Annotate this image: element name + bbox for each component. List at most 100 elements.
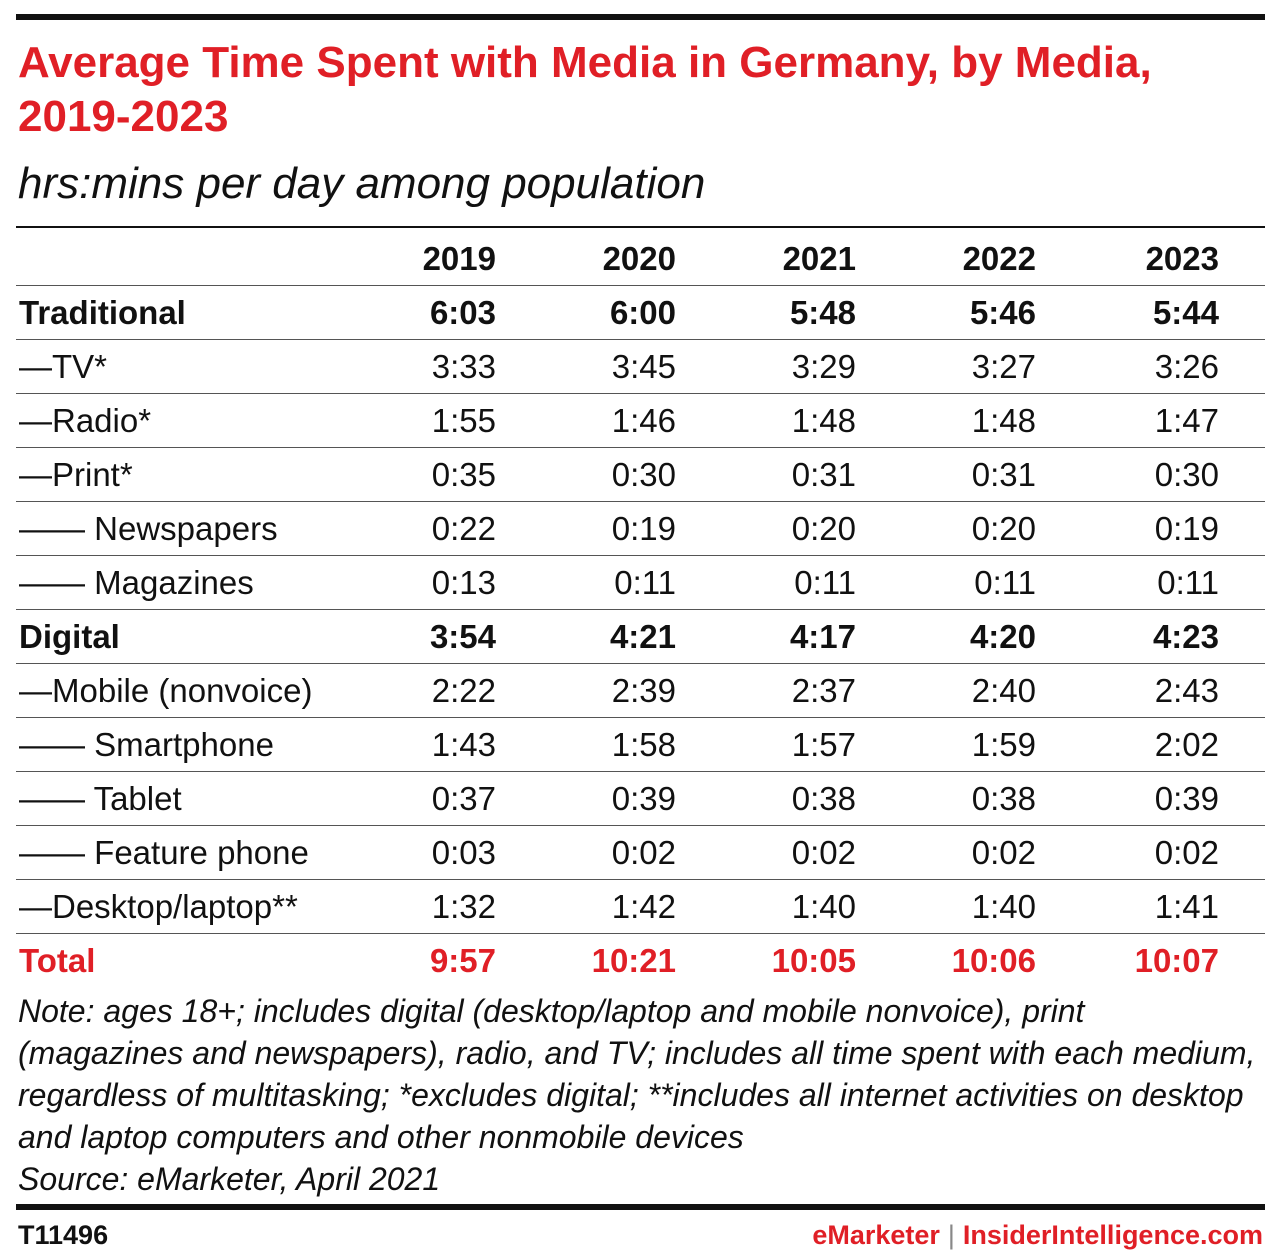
cell-value: 6:03	[429, 293, 496, 331]
cell-value: 2:37	[791, 671, 856, 709]
cell-value: 1:40	[971, 887, 1036, 925]
cell-value: 3:27	[971, 347, 1036, 385]
cell-value: 0:19	[1154, 509, 1219, 547]
cell-value: 10:06	[951, 941, 1036, 979]
cell-value: 0:39	[1154, 779, 1219, 817]
cell-value: 3:45	[611, 347, 676, 385]
cell-value: 0:03	[431, 833, 496, 871]
row-label: —TV*	[19, 347, 108, 385]
brand-block: eMarketer | InsiderIntelligence.com	[812, 1220, 1263, 1251]
cell-value: 1:55	[431, 401, 496, 439]
notes-block: Note: ages 18+; includes digital (deskto…	[18, 990, 1258, 1200]
cell-value: 1:57	[791, 725, 856, 763]
cell-value: 5:48	[789, 293, 856, 331]
cell-value: 0:35	[431, 455, 496, 493]
row-label: —— Magazines	[19, 563, 254, 601]
chart-title: Average Time Spent with Media in Germany…	[18, 38, 1152, 141]
cell-value: 0:02	[791, 833, 856, 871]
cell-value: 1:41	[1154, 887, 1219, 925]
cell-value: 1:58	[611, 725, 676, 763]
table-row: —Mobile (nonvoice) 2:22 2:39 2:37 2:40 2:43	[16, 664, 1265, 718]
cell-value: 10:21	[591, 941, 676, 979]
row-label: —— Tablet	[19, 779, 182, 817]
cell-value: 9:57	[429, 941, 496, 979]
row-label-header	[16, 233, 361, 286]
cell-value: 1:42	[611, 887, 676, 925]
cell-value: 0:11	[614, 563, 676, 601]
column-header: 2019	[422, 240, 496, 277]
table-body: Traditional 6:03 6:00 5:48 5:46 5:44 —TV* 3:33 3…	[16, 286, 1265, 988]
cell-value: 0:39	[611, 779, 676, 817]
brand-emarketer: eMarketer	[812, 1220, 940, 1250]
cell-value: 2:02	[1154, 725, 1219, 763]
table-row: Traditional 6:03 6:00 5:48 5:46 5:44	[16, 286, 1265, 340]
cell-value: 2:40	[971, 671, 1036, 709]
cell-value: 1:43	[431, 725, 496, 763]
cell-value: 2:22	[431, 671, 496, 709]
cell-value: 0:13	[431, 563, 496, 601]
table-row: Digital 3:54 4:21 4:17 4:20 4:23	[16, 610, 1265, 664]
cell-value: 4:23	[1152, 617, 1219, 655]
cell-value: 0:30	[1154, 455, 1219, 493]
row-label: Total	[19, 941, 96, 979]
cell-value: 0:20	[791, 509, 856, 547]
cell-value: 0:31	[971, 455, 1036, 493]
table-row: —— Feature phone 0:03 0:02 0:02 0:02 0:02	[16, 826, 1265, 880]
cell-value: 1:40	[791, 887, 856, 925]
cell-value: 5:46	[969, 293, 1036, 331]
row-label: —— Newspapers	[19, 509, 278, 547]
source-text: Source: eMarketer, April 2021	[18, 1161, 441, 1197]
cell-value: 1:59	[971, 725, 1036, 763]
table-row: —— Magazines 0:13 0:11 0:11 0:11 0:11	[16, 556, 1265, 610]
column-header: 2021	[782, 240, 856, 277]
cell-value: 10:07	[1134, 941, 1219, 979]
table-row: —— Newspapers 0:22 0:19 0:20 0:20 0:19	[16, 502, 1265, 556]
footer: T11496 eMarketer | InsiderIntelligence.com	[16, 1216, 1265, 1256]
cell-value: 3:33	[431, 347, 496, 385]
row-label: —Print*	[19, 455, 133, 493]
cell-value: 3:26	[1154, 347, 1219, 385]
cell-value: 0:38	[971, 779, 1036, 817]
cell-value: 0:30	[611, 455, 676, 493]
cell-value: 0:20	[971, 509, 1036, 547]
chart-subtitle: hrs:mins per day among population	[18, 159, 706, 208]
cell-value: 3:29	[791, 347, 856, 385]
cell-value: 0:02	[611, 833, 676, 871]
cell-value: 0:02	[1154, 833, 1219, 871]
cell-value: 0:31	[791, 455, 856, 493]
header-rule	[16, 226, 1265, 228]
chart-id: T11496	[18, 1220, 109, 1250]
row-label: —Desktop/laptop**	[19, 887, 298, 925]
cell-value: 1:48	[971, 401, 1036, 439]
brand-insiderintelligence: InsiderIntelligence.com	[962, 1220, 1263, 1250]
column-header: 2020	[602, 240, 676, 277]
row-label: Traditional	[19, 293, 186, 331]
cell-value: 0:22	[431, 509, 496, 547]
cell-value: 4:21	[609, 617, 676, 655]
cell-value: 0:02	[971, 833, 1036, 871]
cell-value: 0:38	[791, 779, 856, 817]
row-label: —— Smartphone	[19, 725, 274, 763]
cell-value: 2:43	[1154, 671, 1219, 709]
cell-value: 10:05	[771, 941, 856, 979]
cell-value: 0:11	[974, 563, 1036, 601]
table-row: —Radio* 1:55 1:46 1:48 1:48 1:47	[16, 394, 1265, 448]
row-label: Digital	[19, 617, 120, 655]
cell-value: 1:47	[1154, 401, 1219, 439]
cell-value: 6:00	[609, 293, 676, 331]
cell-value: 1:32	[431, 887, 496, 925]
cell-value: 5:44	[1152, 293, 1219, 331]
header-row: 2019 2020 2021 2022 2023	[16, 233, 1265, 286]
cell-value: 0:11	[1157, 563, 1219, 601]
table-row: Total 9:57 10:21 10:05 10:06 10:07	[16, 934, 1265, 988]
cell-value: 3:54	[429, 617, 496, 655]
brand-separator: |	[947, 1220, 955, 1250]
note-text: Note: ages 18+; includes digital (deskto…	[18, 993, 1256, 1155]
cell-value: 0:37	[431, 779, 496, 817]
table-row: —TV* 3:33 3:45 3:29 3:27 3:26	[16, 340, 1265, 394]
cell-value: 4:20	[969, 617, 1036, 655]
data-table: 2019 2020 2021 2022 2023 Traditional 6:03…	[16, 233, 1265, 987]
cell-value: 4:17	[789, 617, 856, 655]
cell-value: 2:39	[611, 671, 676, 709]
cell-value: 0:19	[611, 509, 676, 547]
